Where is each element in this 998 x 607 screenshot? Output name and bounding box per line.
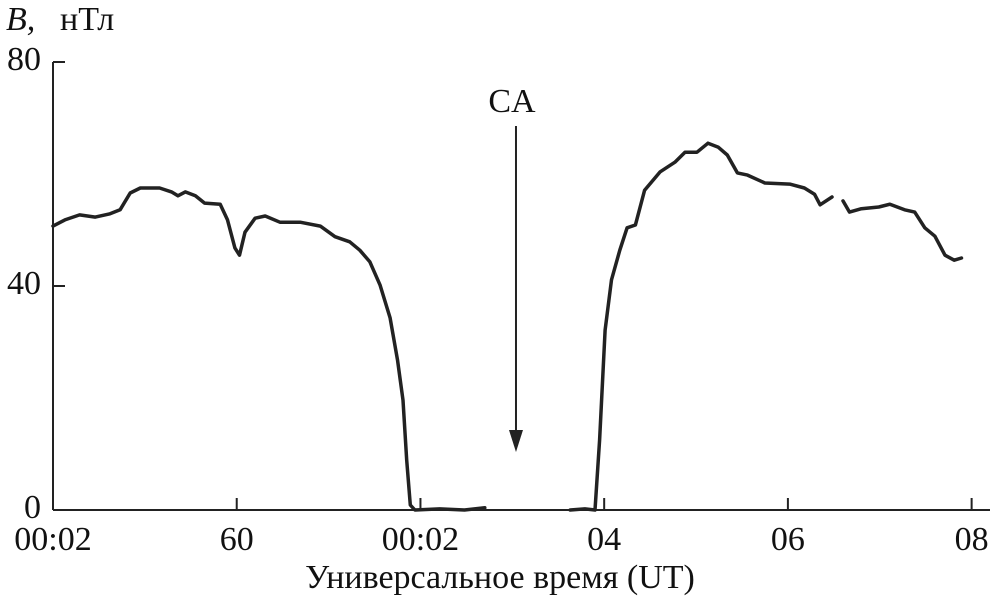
y-tick-label: 80	[7, 41, 41, 78]
y-axis-symbol: B,	[6, 1, 35, 38]
data-line	[841, 199, 964, 262]
x-tick-label: 60	[220, 521, 254, 558]
y-tick-label: 40	[7, 265, 41, 302]
x-tick-label: 00:02	[14, 521, 91, 558]
annotation-arrowhead	[508, 430, 523, 452]
x-tick-label: 06	[771, 521, 805, 558]
y-tick-label: 0	[24, 489, 41, 526]
x-axis-label: Универсальное время (UT)	[305, 559, 695, 596]
y-axis-unit: нТл	[60, 1, 114, 38]
annotation-label: CA	[488, 83, 536, 120]
data-line	[51, 186, 487, 512]
x-tick-label: 00:02	[382, 521, 459, 558]
data-line	[568, 141, 834, 512]
x-tick-label: 08	[955, 521, 989, 558]
x-tick-label: 04	[587, 521, 621, 558]
